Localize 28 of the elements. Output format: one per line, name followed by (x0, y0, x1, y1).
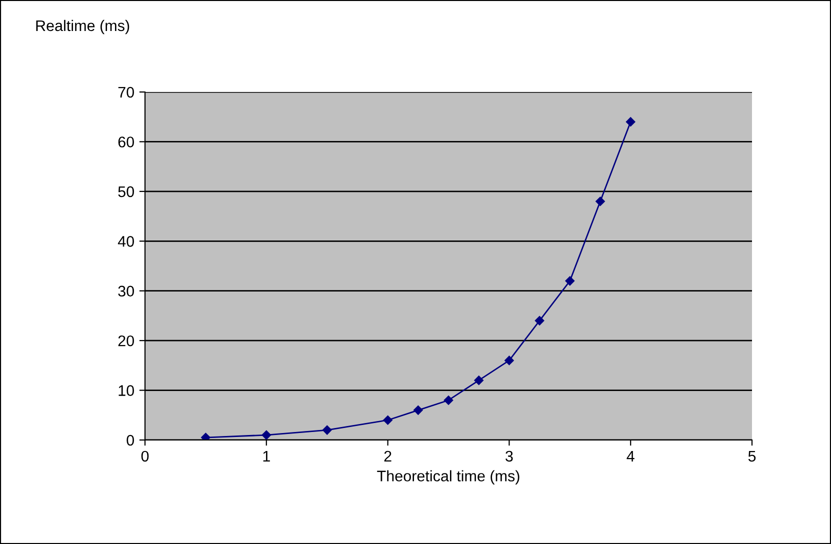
point (383, 415, 392, 425)
y-tick-label: 20 (118, 335, 134, 346)
x-tick-label: 0 (141, 450, 149, 462)
x-tick-label: 3 (506, 450, 513, 462)
point (534, 316, 544, 326)
y-tick-label: 60 (118, 136, 134, 148)
x-tick-label: 1 (263, 450, 270, 462)
point (262, 430, 272, 440)
point (596, 196, 605, 206)
y-tick-label: 10 (118, 385, 134, 396)
y-axis-title: Realtime (ms) (36, 20, 130, 34)
x-axis-title: Theoretical time (ms) (377, 470, 520, 484)
y-tick-label: 70 (118, 86, 134, 98)
y-tick-label: 0 (126, 434, 134, 446)
x-tick-label: 2 (384, 450, 392, 462)
y-tick-label: 30 (118, 286, 134, 297)
y-tick-label: 40 (118, 236, 134, 247)
point (444, 396, 454, 405)
point (626, 117, 636, 126)
y-tick-label: 50 (118, 186, 134, 198)
point (414, 406, 423, 415)
point (322, 425, 332, 435)
point (201, 432, 210, 440)
point (504, 356, 514, 366)
point (474, 376, 484, 385)
point (565, 276, 575, 286)
x-tick-label: 5 (748, 450, 756, 462)
x-tick-label: 4 (626, 450, 634, 462)
